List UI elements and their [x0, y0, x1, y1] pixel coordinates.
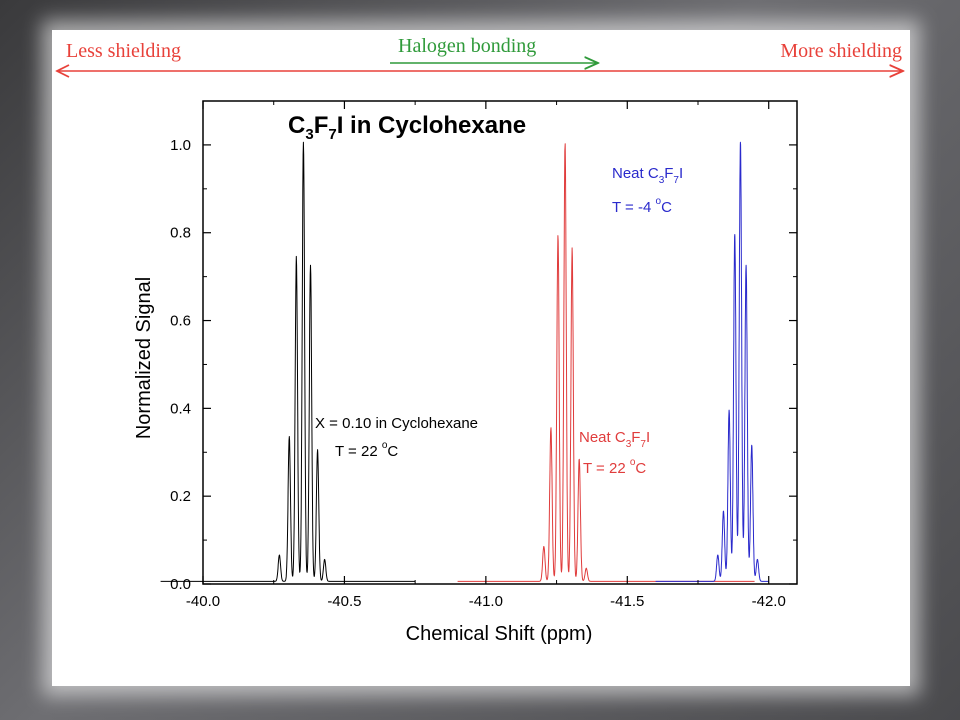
x-axis-title: Chemical Shift (ppm): [406, 623, 593, 645]
series-line-neat-minus4: [655, 141, 770, 582]
x-tick-label: -40.5: [327, 593, 361, 610]
slide-panel: [52, 30, 910, 686]
annotation-red-line1: Neat C3F7I: [579, 429, 650, 450]
y-axis-title: Normalized Signal: [133, 277, 155, 439]
annotation-black-line2: T = 22 oC: [335, 440, 398, 460]
y-tick-label: 0.4: [170, 400, 191, 417]
y-tick-label: 1.0: [170, 137, 191, 154]
plot-area: -40.0 -40.5 -41.0 -41.5 -42.0 0.0 0.2 0.4 0.6 0.8…: [160, 100, 798, 610]
x-tick-label: -42.0: [752, 593, 786, 610]
series-line-cyclohexane: [160, 141, 416, 582]
y-tick-label: 0.2: [170, 488, 191, 505]
y-tick-label: 0.0: [170, 576, 191, 593]
title-sub7: 7: [328, 126, 336, 143]
title-sub3: 3: [305, 126, 313, 143]
annotation-blue-line1: Neat C3F7I: [612, 165, 683, 186]
annotation-red-line2: T = 22 oC: [583, 457, 646, 477]
y-tick-label: 0.8: [170, 225, 191, 242]
more-shielding-label: More shielding: [780, 40, 902, 62]
x-tick-label: -41.0: [469, 593, 503, 610]
less-shielding-label: Less shielding: [66, 40, 181, 62]
annotation-blue-line2: T = -4 oC: [612, 196, 672, 216]
x-tick-label: -41.5: [610, 593, 644, 610]
title-tail: I in Cyclohexane: [337, 112, 526, 139]
annotation-black-line1: X = 0.10 in Cyclohexane: [315, 415, 478, 432]
series-line-neat-22: [457, 143, 755, 582]
plot-frame: [202, 100, 798, 585]
chart-title: C3F7I in Cyclohexane: [288, 112, 526, 143]
y-tick-label: 0.6: [170, 313, 191, 330]
halogen-bonding-label: Halogen bonding: [398, 35, 537, 57]
title-f: F: [314, 112, 329, 139]
title-c: C: [288, 112, 305, 139]
x-tick-label: -40.0: [186, 593, 220, 610]
